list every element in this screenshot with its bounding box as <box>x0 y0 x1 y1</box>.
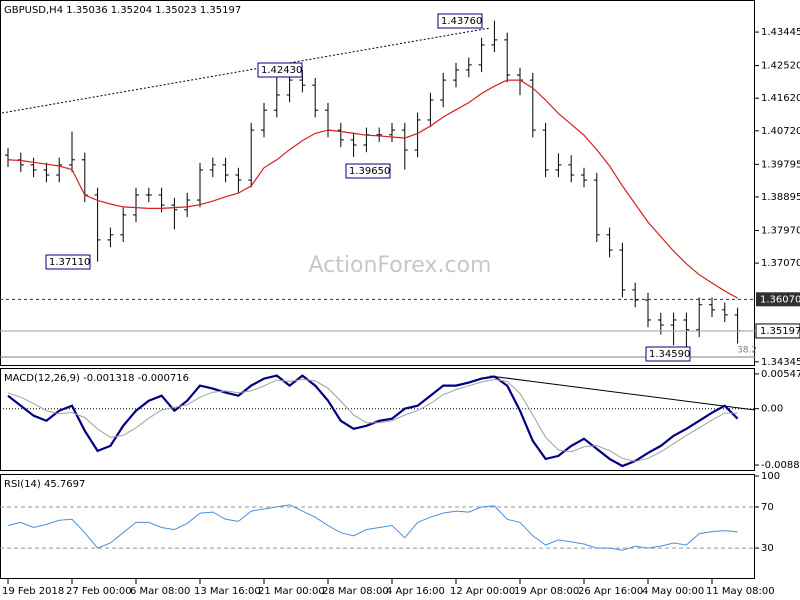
level-box <box>756 292 800 307</box>
macd-trendline <box>489 375 756 411</box>
y-tick-label: 30 <box>761 543 774 554</box>
y-tick-label: 1.42520 <box>761 61 800 72</box>
y-tick-label: 1.37970 <box>761 225 800 236</box>
x-tick-label: 6 Mar 08:00 <box>130 586 190 597</box>
x-tick-label: 4 May 00:00 <box>642 586 704 597</box>
y-tick-label: 1.38895 <box>761 192 800 203</box>
y-tick-label: 100 <box>761 471 780 482</box>
price-label: 1.42430 <box>261 65 302 76</box>
y-tick-label: 70 <box>761 502 774 513</box>
fib-label: 38.2 <box>737 345 757 355</box>
price-label: 1.37110 <box>49 257 90 268</box>
y-tick-label: 1.39795 <box>761 159 800 170</box>
price-label-box <box>345 163 391 179</box>
panel-title: RSI(14) 45.7697 <box>4 479 85 490</box>
watermark: ActionForex.com <box>309 253 492 278</box>
x-tick-label: 21 Mar 00:00 <box>258 586 325 597</box>
panel-frame <box>0 474 755 579</box>
y-tick-label: 1.37070 <box>761 258 800 269</box>
x-tick-label: 28 Mar 08:00 <box>322 586 389 597</box>
price-label-box <box>437 13 483 29</box>
trendline <box>1 27 491 114</box>
x-tick-label: 4 Apr 16:00 <box>386 586 445 597</box>
price-label-box <box>45 254 91 270</box>
y-tick-label: 1.34345 <box>761 357 800 368</box>
panel-frame <box>0 0 755 366</box>
price-label: 1.34590 <box>649 349 690 360</box>
y-tick-label: 1.40720 <box>761 126 800 137</box>
level-label: 1.36070 <box>760 294 800 305</box>
current-box <box>755 323 800 339</box>
panel-title: MACD(12,26,9) -0.001318 -0.000716 <box>4 373 189 384</box>
price-label: 1.39650 <box>349 166 390 177</box>
y-tick-label: -0.00886 <box>761 460 800 471</box>
y-tick-label: 0.00 <box>761 404 783 415</box>
price-label-box <box>645 346 691 362</box>
x-tick-label: 19 Apr 08:00 <box>514 586 579 597</box>
panel-title: GBPUSD,H4 1.35036 1.35204 1.35023 1.3519… <box>4 5 241 16</box>
y-tick-label: 0.00547 <box>761 369 800 380</box>
indicator-line <box>7 374 739 468</box>
x-tick-label: 13 Mar 16:00 <box>194 586 261 597</box>
x-tick-label: 11 May 08:00 <box>706 586 775 597</box>
panel-frame <box>0 368 755 471</box>
current-label: 1.35197 <box>760 326 800 337</box>
price-label: 1.43760 <box>441 16 482 27</box>
x-tick-label: 27 Feb 00:00 <box>66 586 132 597</box>
x-tick-label: 12 Apr 00:00 <box>450 586 515 597</box>
x-tick-label: 19 Feb 2018 <box>2 586 64 597</box>
moving-average <box>7 79 738 299</box>
price-label-box <box>257 62 303 78</box>
indicator-line <box>7 378 738 463</box>
y-tick-label: 1.43445 <box>761 27 800 38</box>
x-tick-label: 26 Apr 16:00 <box>578 586 643 597</box>
indicator-line <box>7 504 738 551</box>
y-tick-label: 1.41620 <box>761 93 800 104</box>
